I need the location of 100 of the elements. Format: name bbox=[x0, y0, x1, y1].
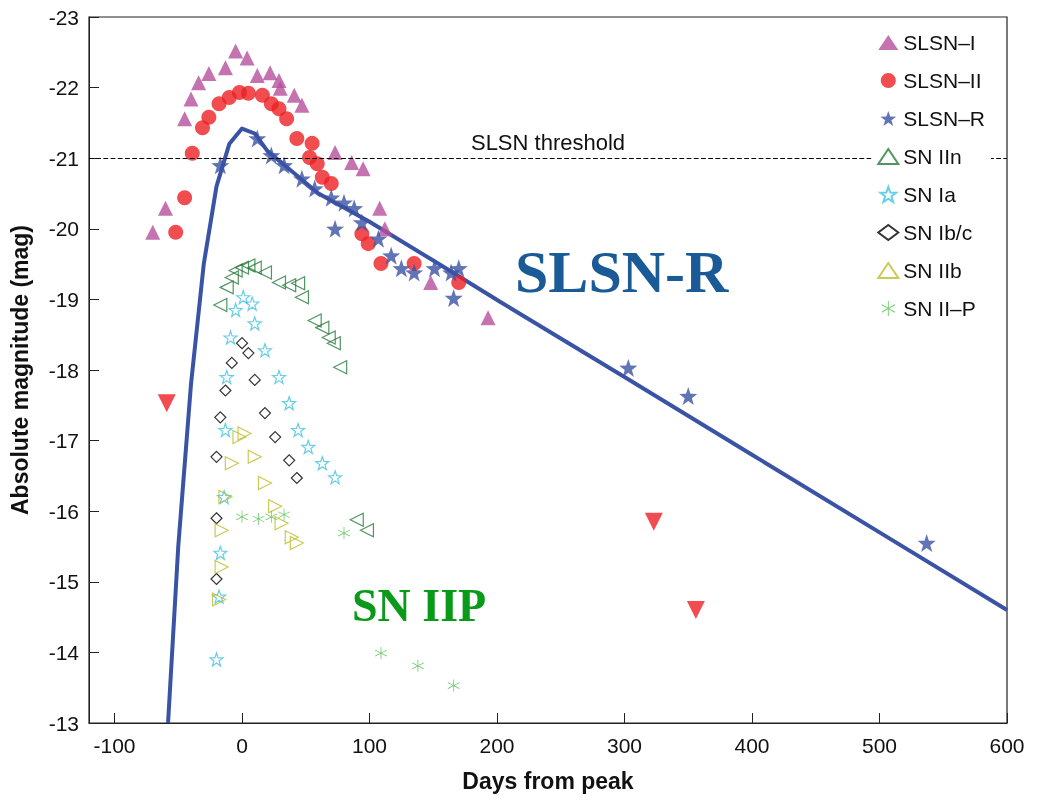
y-tick-label: -23 bbox=[48, 5, 79, 29]
point bbox=[917, 533, 936, 552]
point bbox=[224, 456, 239, 471]
point bbox=[228, 263, 243, 278]
point bbox=[382, 246, 401, 265]
point bbox=[217, 60, 233, 76]
legend-label: SLSN–R bbox=[903, 107, 985, 130]
legend-label: SN Ia bbox=[903, 183, 957, 206]
point bbox=[247, 449, 262, 464]
point bbox=[292, 169, 311, 188]
point bbox=[239, 50, 255, 66]
point bbox=[480, 310, 496, 326]
point bbox=[373, 255, 389, 271]
y-tick-label: -14 bbox=[48, 640, 80, 664]
y-tick-label: -20 bbox=[48, 217, 79, 241]
point bbox=[201, 65, 217, 81]
point bbox=[274, 516, 289, 531]
point bbox=[269, 430, 282, 444]
point bbox=[355, 161, 371, 177]
x-tick-label: 200 bbox=[479, 734, 515, 757]
point bbox=[271, 101, 287, 117]
point bbox=[240, 85, 256, 101]
point bbox=[145, 224, 161, 240]
point bbox=[272, 80, 288, 96]
point bbox=[304, 135, 320, 151]
y-tick-label: -16 bbox=[48, 499, 79, 523]
point bbox=[245, 296, 260, 311]
point bbox=[236, 290, 251, 305]
point bbox=[359, 523, 375, 538]
legend-label: SLSN–I bbox=[903, 31, 976, 54]
point bbox=[268, 499, 283, 514]
point bbox=[679, 387, 698, 406]
point bbox=[619, 358, 638, 377]
point bbox=[234, 260, 250, 275]
point bbox=[228, 43, 244, 59]
y-tick-label: -21 bbox=[48, 146, 79, 170]
point bbox=[307, 313, 322, 328]
point bbox=[219, 280, 234, 295]
y-tick-label: -19 bbox=[48, 287, 79, 311]
point bbox=[315, 320, 330, 335]
point bbox=[249, 68, 265, 84]
point bbox=[210, 450, 223, 463]
point bbox=[423, 274, 439, 290]
x-tick-label: 100 bbox=[351, 734, 388, 757]
y-tick-label: -17 bbox=[48, 429, 79, 453]
point bbox=[405, 263, 424, 282]
point bbox=[177, 190, 193, 206]
point bbox=[444, 288, 463, 307]
point bbox=[214, 559, 229, 575]
point bbox=[321, 330, 336, 345]
x-tick-label: 0 bbox=[236, 734, 248, 757]
point bbox=[644, 512, 663, 531]
point bbox=[451, 274, 467, 290]
point bbox=[184, 145, 200, 161]
point bbox=[326, 336, 341, 351]
point bbox=[257, 265, 273, 280]
x-axis-title: Days from peak bbox=[462, 767, 634, 794]
point bbox=[257, 475, 273, 491]
ref-line-label: SLSN threshold bbox=[470, 129, 626, 155]
x-tick-label: -100 bbox=[93, 734, 136, 757]
point bbox=[214, 411, 227, 424]
point bbox=[241, 258, 256, 273]
point bbox=[210, 572, 223, 586]
annotation: SLSN-R bbox=[515, 239, 730, 305]
legend-label: SN IIn bbox=[903, 145, 962, 168]
point bbox=[262, 65, 278, 81]
point bbox=[301, 439, 316, 455]
annotation: SN IIP bbox=[352, 579, 487, 631]
x-tick-label: 500 bbox=[861, 734, 898, 757]
point bbox=[252, 512, 265, 525]
point bbox=[158, 200, 173, 216]
point bbox=[177, 111, 193, 127]
point bbox=[218, 422, 233, 438]
y-tick-label: -15 bbox=[48, 570, 79, 594]
point bbox=[392, 259, 411, 278]
x-tick-label: 300 bbox=[606, 734, 643, 757]
point bbox=[183, 91, 199, 107]
point bbox=[349, 512, 364, 527]
point bbox=[372, 200, 388, 216]
point bbox=[327, 470, 343, 485]
point bbox=[291, 422, 306, 438]
point bbox=[257, 343, 273, 358]
point bbox=[686, 601, 705, 620]
point bbox=[333, 360, 348, 375]
point bbox=[214, 523, 229, 538]
point bbox=[157, 394, 176, 413]
point bbox=[323, 176, 339, 192]
point bbox=[286, 87, 302, 103]
point bbox=[191, 75, 207, 91]
point bbox=[265, 510, 278, 523]
point bbox=[447, 679, 460, 692]
point bbox=[262, 146, 281, 165]
point bbox=[282, 396, 297, 411]
legend-label: SLSN–II bbox=[903, 69, 982, 92]
point bbox=[247, 316, 262, 331]
legend-label: SN II–P bbox=[903, 297, 976, 320]
y-tick-label: -13 bbox=[48, 711, 79, 735]
point bbox=[211, 156, 230, 175]
point bbox=[291, 276, 306, 291]
point bbox=[327, 145, 343, 161]
